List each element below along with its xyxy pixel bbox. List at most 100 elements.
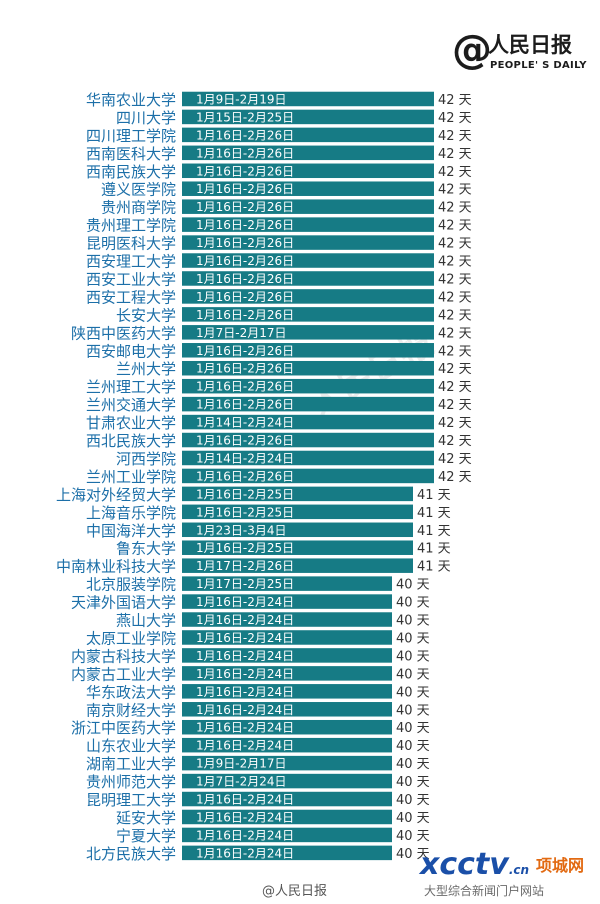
- bar: [182, 486, 413, 502]
- bar: [182, 594, 392, 609]
- bar: [182, 576, 392, 591]
- bar: [182, 307, 434, 322]
- value-label: 40 天: [396, 667, 430, 682]
- date-range-label: 1月16日-2月26日: [196, 218, 294, 232]
- category-label: 华南农业大学: [86, 91, 176, 109]
- value-label: 40 天: [396, 829, 430, 844]
- site-watermark: xcctv.cn 项城网 大型综合新闻门户网站: [420, 848, 600, 904]
- peoples-daily-logo: @ 人民日报 PEOPLE' S DAILY: [452, 30, 586, 78]
- bar: [182, 612, 392, 627]
- category-label: 贵州理工学院: [86, 217, 176, 235]
- date-range-label: 1月16日-2月26日: [196, 164, 294, 178]
- category-label: 陕西中医药大学: [71, 324, 176, 342]
- bar: [182, 396, 434, 412]
- bar: [182, 737, 392, 753]
- date-range-label: 1月16日-2月24日: [196, 631, 294, 645]
- category-label: 昆明医科大学: [86, 235, 176, 253]
- bar: [182, 719, 392, 735]
- date-range-label: 1月16日-2月24日: [196, 846, 294, 860]
- value-label: 40 天: [396, 631, 430, 646]
- category-label: 宁夏大学: [116, 827, 176, 845]
- value-label: 40 天: [396, 685, 430, 700]
- site-watermark-logo: xcctv.cn: [420, 848, 529, 887]
- bar: [182, 504, 413, 520]
- date-range-label: 1月17日-2月25日: [196, 577, 294, 591]
- date-range-label: 1月14日-2月24日: [196, 451, 294, 465]
- date-range-label: 1月16日-2月25日: [196, 505, 294, 519]
- site-watermark-tld: .cn: [508, 863, 530, 877]
- logo-brand-cn: 人民日报: [488, 33, 572, 57]
- category-label: 西安工业大学: [86, 270, 176, 288]
- bar: [182, 289, 434, 304]
- bar: [182, 540, 413, 555]
- category-label: 天津外国语大学: [71, 594, 176, 612]
- weibo-credit: @人民日报: [262, 884, 328, 899]
- value-label: 42 天: [438, 272, 472, 287]
- category-label: 西安邮电大学: [86, 342, 176, 360]
- date-range-label: 1月16日-2月26日: [196, 236, 294, 250]
- category-label: 华东政法大学: [86, 683, 176, 701]
- value-label: 42 天: [438, 362, 472, 377]
- category-label: 燕山大学: [116, 612, 176, 630]
- value-label: 40 天: [396, 721, 430, 736]
- bar: [182, 109, 434, 125]
- date-range-label: 1月16日-2月24日: [196, 595, 294, 609]
- date-range-label: 1月16日-2月26日: [196, 308, 294, 322]
- category-label: 遵义医学院: [101, 181, 176, 199]
- category-label: 内蒙古科技大学: [71, 647, 176, 665]
- bar: [182, 360, 434, 376]
- category-label: 中国海洋大学: [86, 522, 176, 540]
- value-label: 41 天: [417, 506, 451, 521]
- date-range-label: 1月16日-2月24日: [196, 649, 294, 663]
- value-label: 42 天: [438, 111, 472, 126]
- value-label: 42 天: [438, 308, 472, 323]
- bar: [182, 181, 434, 196]
- site-watermark-tagline: 大型综合新闻门户网站: [424, 884, 545, 898]
- value-label: 40 天: [396, 739, 430, 754]
- category-label: 内蒙古工业大学: [71, 665, 176, 683]
- category-label: 上海音乐学院: [86, 504, 176, 522]
- date-range-label: 1月16日-2月26日: [196, 362, 294, 376]
- bar: [182, 235, 434, 250]
- category-label: 上海对外经贸大学: [56, 486, 176, 504]
- value-label: 42 天: [438, 255, 472, 270]
- bar: [182, 558, 413, 573]
- date-range-label: 1月16日-2月26日: [196, 434, 294, 448]
- bar: [182, 253, 434, 268]
- date-range-label: 1月15日-2月25日: [196, 110, 294, 124]
- value-label: 41 天: [417, 560, 451, 575]
- bar: [182, 468, 434, 484]
- date-range-label: 1月16日-2月26日: [196, 290, 294, 304]
- bar: [182, 684, 392, 699]
- bar: [182, 432, 434, 448]
- value-label: 40 天: [396, 793, 430, 808]
- bar: [182, 630, 392, 645]
- date-range-label: 1月16日-2月26日: [196, 398, 294, 412]
- value-label: 42 天: [438, 237, 472, 252]
- date-range-label: 1月7日-2月24日: [196, 775, 287, 789]
- date-range-label: 1月16日-2月24日: [196, 828, 294, 842]
- date-range-label: 1月16日-2月26日: [196, 254, 294, 268]
- value-label: 40 天: [396, 847, 430, 862]
- value-label: 42 天: [438, 129, 472, 144]
- value-label: 42 天: [438, 165, 472, 180]
- date-range-label: 1月16日-2月26日: [196, 272, 294, 286]
- category-label: 兰州工业学院: [86, 468, 176, 486]
- date-range-label: 1月16日-2月24日: [196, 810, 294, 824]
- category-label: 浙江中医药大学: [71, 719, 176, 737]
- bar: [182, 163, 434, 179]
- value-label: 42 天: [438, 470, 472, 485]
- value-label: 41 天: [417, 524, 451, 539]
- date-range-label: 1月16日-2月26日: [196, 128, 294, 142]
- category-label: 西南医科大学: [86, 145, 176, 163]
- date-range-label: 1月16日-2月25日: [196, 487, 294, 501]
- bar: [182, 809, 392, 825]
- category-label: 西北民族大学: [86, 432, 176, 450]
- value-label: 40 天: [396, 649, 430, 664]
- category-label: 北方民族大学: [86, 845, 176, 863]
- bar: [182, 414, 434, 430]
- value-label: 42 天: [438, 201, 472, 216]
- category-label: 长安大学: [116, 306, 176, 324]
- bar: [182, 827, 392, 843]
